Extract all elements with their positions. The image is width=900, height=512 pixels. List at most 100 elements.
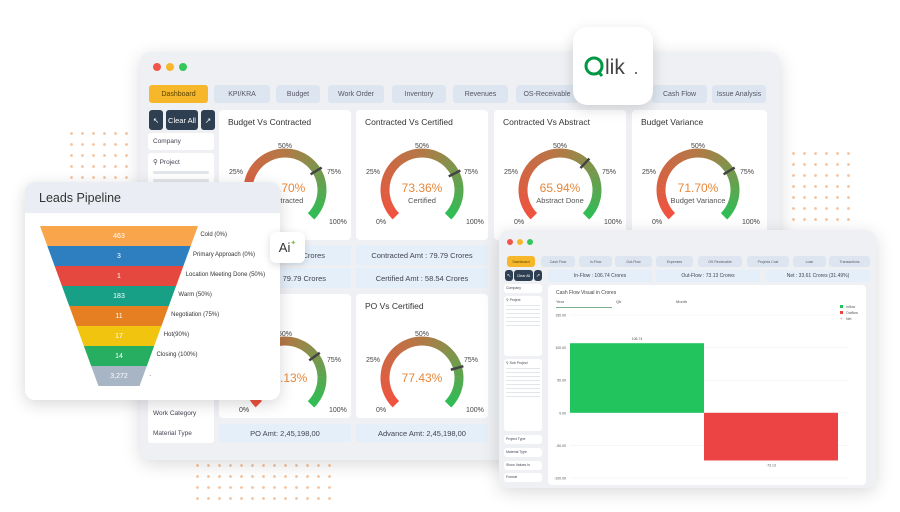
gauge-arc-segment: [444, 210, 455, 220]
legend-marker: +: [840, 316, 843, 321]
cf-tab-os-receivable[interactable]: OS Receivable: [698, 256, 742, 267]
gauge-arc-segment: [391, 346, 402, 356]
funnel-stage-label: Location Meeting Done (50%): [185, 272, 266, 278]
tab-os-receivable[interactable]: OS-Receivable: [516, 85, 578, 103]
project-filter[interactable]: ⚲ Project: [504, 296, 542, 356]
cf-tab-transactions[interactable]: Transactions: [829, 256, 870, 267]
cf-tab-dashboard[interactable]: Dashboard: [507, 256, 535, 267]
tab-budget[interactable]: Budget: [276, 85, 320, 103]
sub-project-filter[interactable]: ⚲ Sub Project: [504, 359, 542, 431]
sparkle-icon: ✦: [290, 239, 297, 247]
period-tab-qtr[interactable]: Qtr: [616, 299, 622, 304]
funnel-stage[interactable]: 183: [40, 286, 198, 306]
tab-work-order[interactable]: Work Order: [328, 85, 384, 103]
gauge-arc-segment: [589, 199, 600, 208]
gauge-arc-segment: [667, 158, 678, 168]
gauge-arc-segment: [315, 362, 326, 370]
project-type-filter[interactable]: Project Type: [504, 435, 542, 444]
gauge-arc-segment: [314, 199, 325, 208]
gauge-arc-segment: [448, 165, 459, 175]
tab-cash-flow[interactable]: Cash Flow: [652, 85, 707, 103]
window-close-dot[interactable]: [153, 63, 161, 71]
gauge-card: PO Vs Certified 0% 25% 50% 75% 100% 77.43%: [356, 294, 488, 418]
material-type-filter[interactable]: Material Type: [148, 425, 214, 442]
net-summary: Net : 33.61 Crores (31.49%): [766, 270, 870, 282]
gauge-value: 65.94%: [540, 181, 581, 195]
clear-all-button[interactable]: Clear All: [166, 110, 198, 130]
gauge-needle: [308, 351, 321, 362]
gauge-arc-segment: [395, 343, 405, 354]
undo-button[interactable]: ↖: [149, 110, 163, 130]
cf-tab-out-flow[interactable]: Out-Flow: [615, 256, 652, 267]
funnel-stage[interactable]: 11: [40, 306, 198, 326]
gauge-arc-segment: [315, 196, 326, 204]
tab-dashboard[interactable]: Dashboard: [149, 85, 208, 103]
gauge-tick-label: 0%: [376, 407, 386, 414]
gauge-arc-segment: [307, 210, 318, 220]
funnel-stage[interactable]: 1: [40, 266, 198, 286]
funnel-stage[interactable]: 3,272: [40, 366, 198, 386]
gauge-arc-segment: [665, 209, 676, 220]
gauge-svg: 0% 25% 50% 75% 100% 77.43%: [366, 331, 484, 414]
gauge-tick-label: 50%: [278, 331, 292, 338]
tab-inventory[interactable]: Inventory: [392, 85, 446, 103]
material-type-filter[interactable]: Material Type: [504, 448, 542, 457]
window-maximize-dot[interactable]: [179, 63, 187, 71]
bar-inflow[interactable]: [570, 343, 704, 413]
window-maximize-dot[interactable]: [527, 239, 533, 245]
clear-all-button[interactable]: Clear All: [514, 270, 533, 281]
gauge-arc-segment: [545, 149, 553, 160]
gauge-arc-segment: [388, 349, 399, 359]
gauge-arc-segment: [381, 384, 392, 391]
gauge-arc-segment: [382, 199, 393, 208]
window-minimize-dot[interactable]: [166, 63, 174, 71]
tab-revenues[interactable]: Revenues: [453, 85, 508, 103]
legend-label: Inflow: [846, 305, 856, 309]
info-po-amt: PO Amt: 2,45,198,00: [219, 424, 351, 442]
gauge-arc-segment: [296, 339, 305, 350]
gauge-arc-segment: [425, 148, 432, 159]
gauge-arc-segment: [389, 209, 400, 220]
gauge-arc-segment: [522, 203, 533, 212]
gauge-tick-label: 0%: [376, 219, 386, 226]
cf-tab-in-flow[interactable]: In-Flow: [579, 256, 612, 267]
window-minimize-dot[interactable]: [517, 239, 523, 245]
window-close-dot[interactable]: [507, 239, 513, 245]
period-tab-month[interactable]: Month: [676, 299, 688, 304]
period-tab-year[interactable]: Year: [556, 299, 612, 308]
cashflow-window: Dashboard Cash Flow In-Flow Out-Flow Expense…: [499, 230, 876, 488]
work-category-filter[interactable]: Work Category: [148, 405, 214, 422]
gauge-arc-segment: [728, 174, 739, 182]
company-filter[interactable]: Company: [504, 284, 542, 293]
gauge-tick-label: 75%: [464, 169, 478, 176]
gauge-arc-segment: [658, 199, 669, 208]
tab-kpi-kra[interactable]: KPI/KRA: [214, 85, 270, 103]
redo-button[interactable]: ↗: [201, 110, 215, 130]
gauge-arc-segment: [440, 155, 450, 166]
gauge-svg: 0% 25% 50% 75% 100% 65.94%Abstract Done: [504, 143, 622, 226]
gauge-arc-segment: [425, 336, 432, 347]
project-filter-label: Project: [159, 159, 180, 166]
undo-button[interactable]: ↖: [505, 270, 513, 281]
y-tick-label: 100.00: [555, 346, 566, 350]
gauge-arc-segment: [683, 149, 691, 160]
funnel-stage[interactable]: 3: [40, 246, 198, 266]
gauge-arc-segment: [296, 151, 305, 162]
cf-tab-projects-cost[interactable]: Projects Cost: [747, 256, 789, 267]
funnel-stage[interactable]: 463: [40, 226, 198, 246]
gauge-arc-segment: [299, 153, 309, 164]
cf-tab-expenses[interactable]: Expenses: [656, 256, 693, 267]
bar-outflow[interactable]: [704, 412, 838, 461]
gauge-arc-segment: [657, 196, 668, 203]
tab-issue-analysis[interactable]: Issue Analysis: [712, 85, 766, 103]
format-filter[interactable]: Format: [504, 473, 542, 482]
gauge-sublabel: Contracted: [267, 196, 304, 205]
gauge-arc-segment: [386, 206, 397, 216]
company-filter[interactable]: Company: [148, 133, 214, 150]
gauge-arc-segment: [385, 353, 396, 363]
redo-button[interactable]: ↗: [534, 270, 542, 281]
funnel-stage-label: Warm (50%): [178, 292, 212, 298]
cf-tab-cash-flow[interactable]: Cash Flow: [541, 256, 575, 267]
show-values-in-filter[interactable]: Show Values In: [504, 461, 542, 470]
cf-tab-loan[interactable]: Loan: [793, 256, 826, 267]
